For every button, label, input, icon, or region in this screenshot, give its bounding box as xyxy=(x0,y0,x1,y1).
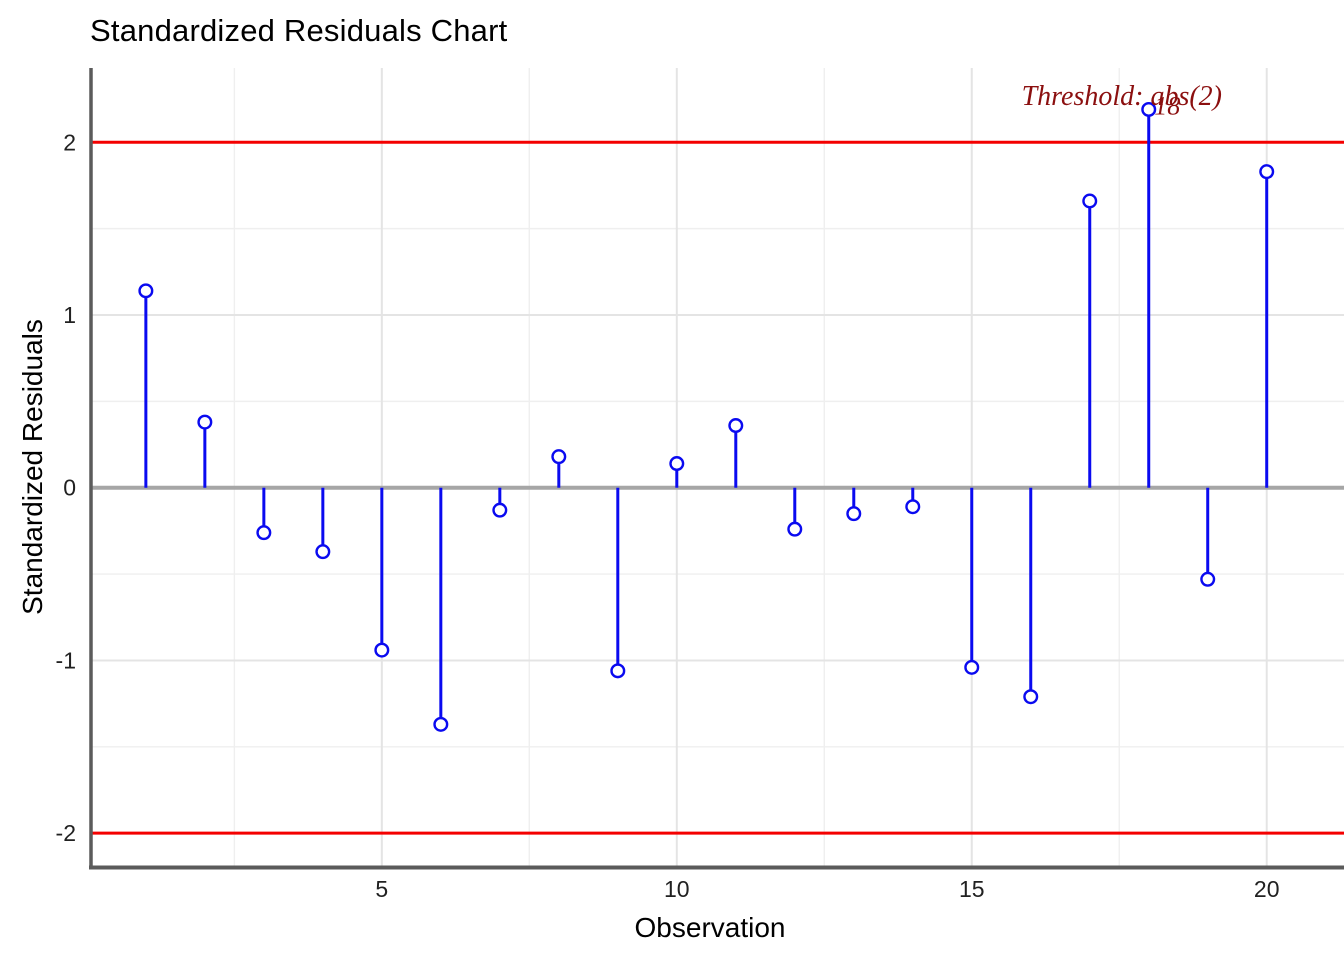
point-obs-8 xyxy=(551,449,567,465)
point-obs-11 xyxy=(728,418,744,434)
y-tick-label: 1 xyxy=(63,302,76,328)
point-obs-20 xyxy=(1259,164,1275,180)
x-axis-title: Observation xyxy=(634,912,786,943)
outlier-label-18: 18 xyxy=(1154,91,1180,120)
point-obs-17 xyxy=(1082,193,1098,209)
point-obs-4 xyxy=(315,544,331,560)
point-obs-16 xyxy=(1023,689,1039,705)
y-axis-title: Standardized Residuals xyxy=(17,319,48,615)
point-obs-18 xyxy=(1141,101,1157,117)
x-tick-label: 10 xyxy=(664,876,690,902)
y-tick-label: 2 xyxy=(63,129,76,155)
point-obs-1 xyxy=(138,283,154,299)
point-obs-5 xyxy=(374,642,390,658)
point-obs-7 xyxy=(492,502,508,518)
point-obs-9 xyxy=(610,663,626,679)
y-tick-label: 0 xyxy=(63,475,76,501)
point-obs-3 xyxy=(256,525,272,541)
point-obs-2 xyxy=(197,414,213,430)
chart-title: Standardized Residuals Chart xyxy=(90,13,508,48)
point-obs-12 xyxy=(787,521,803,537)
x-tick-label: 20 xyxy=(1254,876,1280,902)
point-obs-6 xyxy=(433,716,449,732)
point-obs-10 xyxy=(669,456,685,472)
threshold-annotation: Threshold: abs(2) xyxy=(1021,81,1222,112)
point-obs-14 xyxy=(905,499,921,515)
x-tick-label: 15 xyxy=(959,876,985,902)
point-obs-13 xyxy=(846,506,862,522)
y-tick-label: -1 xyxy=(56,647,76,673)
y-tick-label: -2 xyxy=(56,820,76,846)
x-tick-label: 5 xyxy=(375,876,388,902)
point-obs-15 xyxy=(964,659,980,675)
point-obs-19 xyxy=(1200,571,1216,587)
